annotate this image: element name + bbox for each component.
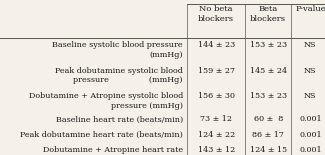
Text: NS: NS [304,92,317,100]
Text: 0.001: 0.001 [299,131,322,139]
Text: 0.001: 0.001 [299,146,322,155]
Text: NS: NS [304,67,317,75]
Text: Dobutamine + Atropine heart rate
(beats/min): Dobutamine + Atropine heart rate (beats/… [43,146,183,155]
Text: P-value: P-value [295,5,325,13]
Text: 86 ± 17: 86 ± 17 [252,131,284,139]
Text: 0.001: 0.001 [299,115,322,124]
Text: Baseline heart rate (beats/min): Baseline heart rate (beats/min) [56,115,183,124]
Text: No beta
blockers: No beta blockers [198,5,234,23]
Text: Peak dobutamine heart rate (beats/min): Peak dobutamine heart rate (beats/min) [20,131,183,139]
Text: 153 ± 23: 153 ± 23 [250,92,287,100]
Text: 124 ± 22: 124 ± 22 [198,131,235,139]
Text: 124 ± 15: 124 ± 15 [250,146,287,155]
Text: 144 ± 23: 144 ± 23 [198,41,235,49]
Text: 73 ± 12: 73 ± 12 [200,115,232,124]
Text: NS: NS [304,41,317,49]
Text: Peak dobutamine systolic blood
pressure                (mmHg): Peak dobutamine systolic blood pressure … [55,67,183,84]
Text: Dobutamine + Atropine systolic blood
pressure (mmHg): Dobutamine + Atropine systolic blood pre… [29,92,183,110]
Text: Beta
blockers: Beta blockers [250,5,286,23]
Text: 145 ± 24: 145 ± 24 [250,67,287,75]
Text: Baseline systolic blood pressure
(mmHg): Baseline systolic blood pressure (mmHg) [52,41,183,59]
Text: 143 ± 12: 143 ± 12 [198,146,235,155]
Text: 156 ± 30: 156 ± 30 [198,92,235,100]
Text: 153 ± 23: 153 ± 23 [250,41,287,49]
Text: 60 ±  8: 60 ± 8 [254,115,283,124]
Text: 159 ± 27: 159 ± 27 [198,67,235,75]
